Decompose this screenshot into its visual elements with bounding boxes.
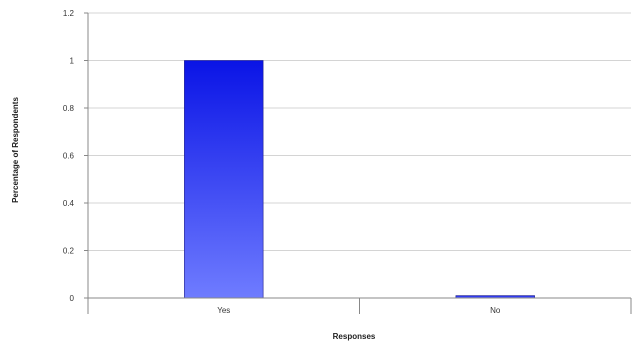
x-tick-label: No	[490, 306, 501, 315]
x-tick-label: Yes	[217, 306, 230, 315]
x-axis-title: Responses	[333, 332, 376, 341]
y-tick-label: 0.6	[63, 152, 75, 161]
y-tick-label: 1.2	[63, 9, 75, 18]
y-axis-title: Percentage of Respondents	[11, 97, 20, 203]
bars	[184, 60, 535, 299]
y-tick-label: 0.2	[63, 247, 75, 256]
gridlines	[88, 12, 631, 251]
bar-yes	[184, 60, 264, 299]
axes	[84, 12, 632, 314]
y-tick-label: 0	[70, 294, 75, 303]
y-tick-label: 0.8	[63, 104, 75, 113]
y-tick-label: 1	[70, 57, 75, 66]
y-tick-label: 0.4	[63, 199, 75, 208]
tick-labels: 0 0.2 0.4 0.6 0.8 1 1.2 Yes No	[63, 9, 501, 315]
